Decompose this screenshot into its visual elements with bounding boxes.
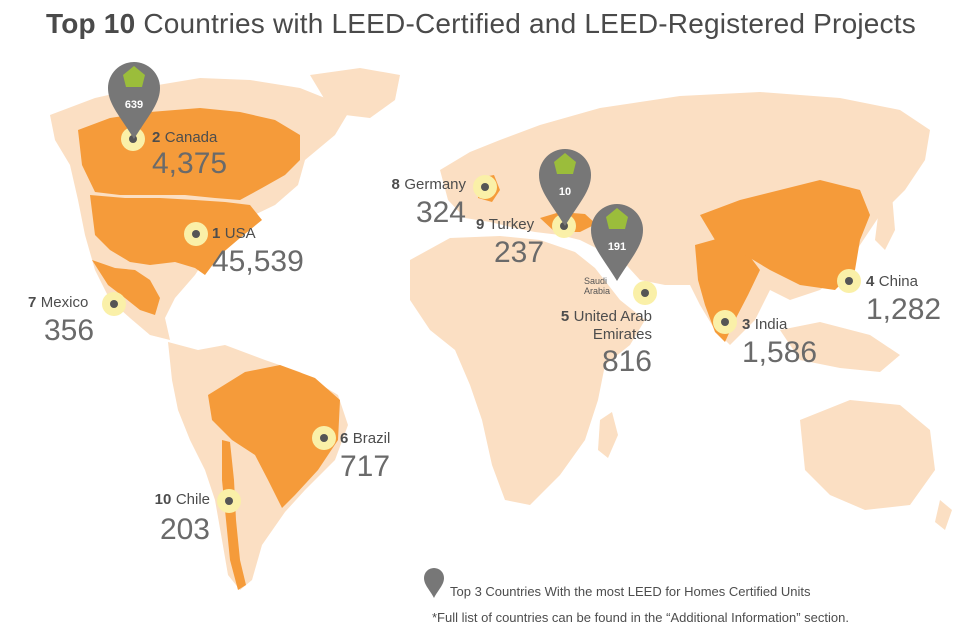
pin-turkey: 10 [539, 149, 591, 226]
country-name-line2: Emirates [592, 326, 652, 343]
project-count: 356 [44, 314, 95, 347]
rank: 10 [154, 491, 172, 508]
project-count: 4,375 [152, 147, 228, 180]
country-usa-shape [90, 195, 262, 275]
rank: 8 [391, 176, 400, 193]
pin-value: 639 [125, 99, 143, 111]
saudi-arabia-label: Saudi Arabia [584, 276, 610, 296]
house-icon [123, 66, 145, 87]
country-name: Mexico [40, 294, 89, 311]
title-rest: Countries with LEED-Certified and LEED-R… [135, 8, 916, 39]
page-title: Top 10 Countries with LEED-Certified and… [46, 8, 916, 40]
label-canada: 2 Canada 4,375 [152, 129, 227, 179]
country-name: China [878, 273, 918, 290]
map-pin-icon [424, 568, 444, 598]
highlight-group [78, 108, 870, 590]
rank: 5 [560, 308, 570, 325]
project-count: 1,282 [866, 293, 942, 326]
country-name: India [754, 316, 788, 333]
marker-india [713, 310, 737, 334]
country-name: United Arab [573, 308, 652, 325]
project-count: 1,586 [742, 336, 818, 369]
label-germany: 8 Germany 324 [392, 176, 466, 228]
rank: 7 [28, 294, 37, 311]
marker-usa [184, 222, 208, 246]
pin-saudi-arabia: 191 [591, 204, 643, 281]
house-icon [606, 208, 628, 229]
marker-uae [633, 281, 657, 305]
country-name: Brazil [352, 430, 391, 447]
land-africa [410, 236, 645, 505]
legend-text: Top 3 Countries With the most LEED for H… [450, 584, 811, 599]
country-name: Turkey [488, 216, 535, 233]
country-chile-shape [222, 440, 246, 590]
land-se-asia [780, 322, 900, 372]
project-count: 237 [494, 236, 545, 269]
map-pin-icon [108, 62, 160, 139]
marker-chile [217, 489, 241, 513]
country-name: USA [224, 225, 256, 242]
country-name: Chile [175, 491, 210, 508]
pin-value: 191 [608, 241, 626, 253]
marker-mexico [102, 292, 126, 316]
land-madagascar [598, 412, 618, 458]
marker-group [102, 127, 861, 513]
label-brazil: 6 Brazil 717 [340, 430, 390, 482]
land-greenland [310, 68, 400, 118]
land-japan [875, 195, 895, 250]
label-chile: 10 Chile 203 [155, 491, 210, 545]
legend-pin [424, 568, 444, 598]
label-mexico: 7 Mexico 356 [28, 294, 94, 346]
rank: 4 [866, 273, 875, 290]
saudi-line1: Saudi [584, 276, 608, 286]
rank: 3 [742, 316, 751, 333]
house-icon [554, 153, 576, 174]
label-usa: 1 USA 45,539 [212, 225, 304, 277]
pin-canada: 639 [108, 62, 160, 139]
project-count: 45,539 [212, 245, 304, 278]
marker-brazil [312, 426, 336, 450]
marker-china [837, 269, 861, 293]
project-count: 816 [601, 345, 652, 378]
country-brazil-shape [208, 365, 340, 508]
title-bold: Top 10 [46, 8, 136, 39]
country-china-shape [700, 180, 870, 290]
label-china: 4 China 1,282 [866, 273, 941, 325]
rank: 1 [212, 225, 221, 242]
map-pin-icon [539, 149, 591, 226]
map-pin-icon [591, 204, 643, 281]
label-turkey: 9 Turkey 237 [476, 216, 544, 268]
rank: 9 [476, 216, 485, 233]
project-count: 717 [340, 450, 391, 483]
footnote: *Full list of countries can be found in … [432, 610, 849, 625]
country-name: Germany [404, 176, 466, 193]
pin-value: 10 [559, 186, 571, 198]
project-count: 324 [415, 196, 466, 229]
label-uae: 5 United Arab Emirates 816 [561, 308, 652, 377]
country-mexico-shape [92, 260, 160, 315]
saudi-line2: Arabia [584, 286, 611, 296]
country-india-shape [695, 238, 760, 342]
marker-germany [473, 175, 497, 199]
rank: 2 [152, 129, 161, 146]
country-name: Canada [164, 129, 218, 146]
label-india: 3 India 1,586 [742, 316, 817, 368]
land-new-zealand [935, 500, 952, 530]
rank: 6 [340, 430, 349, 447]
land-australia [800, 400, 935, 510]
project-count: 203 [159, 513, 210, 546]
